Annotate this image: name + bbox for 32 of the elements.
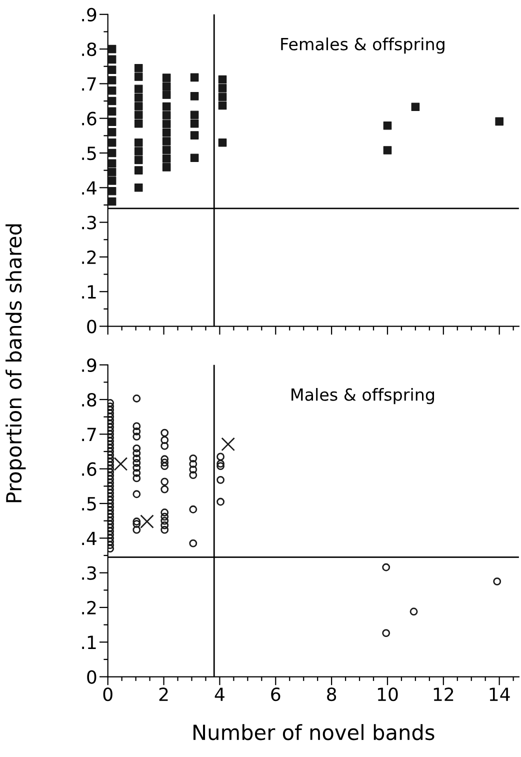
x-tick-label: 10 (378, 687, 398, 702)
y-tick-label: .9 (82, 8, 96, 22)
y-tick-label: .6 (82, 462, 96, 476)
annotation: Females & offspring (281, 38, 444, 54)
y-tick-label: .8 (82, 42, 96, 56)
y-tick-label: .2 (82, 250, 96, 264)
x-tick-label: 4 (214, 688, 224, 701)
x-tick-label: 12 (434, 687, 454, 701)
y-tick-label: .8 (82, 392, 96, 407)
x-tick-label: 0 (103, 687, 112, 702)
y-tick-label: .3 (82, 566, 96, 580)
y-tick-label: .1 (82, 285, 96, 298)
x-tick-label: 6 (271, 687, 280, 702)
x-tick-label: 8 (327, 687, 336, 702)
y-tick-label: .1 (82, 636, 96, 649)
y-tick-label: .6 (82, 112, 96, 126)
y-tick-label: .3 (82, 216, 96, 230)
annotation: Males & offspring (292, 388, 434, 404)
y-tick-label: .4 (82, 181, 96, 195)
y-tick-label: .4 (82, 532, 96, 546)
y-tick-label: 0 (87, 670, 96, 684)
y-tick-label: .2 (82, 600, 96, 614)
x-tick-label: 14 (490, 688, 510, 701)
y-tick-label: .5 (82, 497, 96, 511)
y-tick-label: 0 (87, 320, 96, 334)
y-tick-label: .5 (82, 146, 96, 160)
x-tick-label: 2 (159, 687, 168, 701)
y-axis-title: Proportion of bands shared (6, 224, 26, 502)
y-tick-label: .7 (82, 428, 96, 442)
y-tick-label: .7 (82, 77, 96, 91)
x-axis-title: Number of novel bands (194, 724, 434, 740)
y-tick-label: .9 (82, 358, 96, 372)
